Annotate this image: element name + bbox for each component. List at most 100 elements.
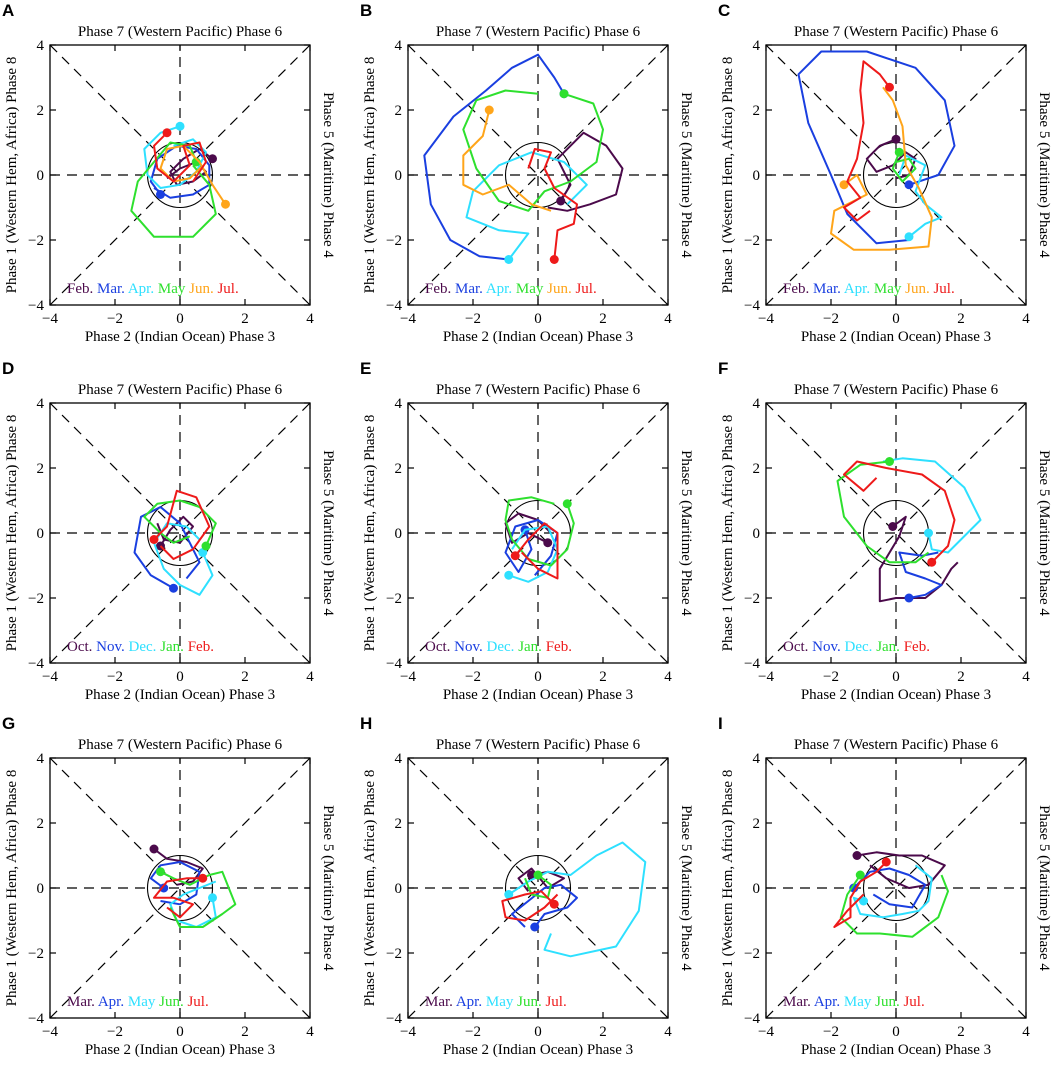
legend-entry-mar: Mar. — [783, 994, 811, 1010]
legend-entry-feb: Feb. — [900, 639, 930, 655]
x-tick-label: −4 — [42, 311, 58, 327]
legend-entry-feb: Feb. — [184, 639, 214, 655]
legend-entry-apr: Apr. — [95, 994, 124, 1010]
series-start-marker-feb — [891, 134, 901, 144]
series-start-marker-apr — [175, 121, 185, 131]
series-line-oct — [156, 515, 194, 547]
legend-entry-dec: Dec. — [841, 639, 873, 655]
x-tick-label: 2 — [599, 1024, 607, 1040]
y-tick-label: 0 — [37, 526, 45, 542]
legend-entry-oct: Oct. — [67, 639, 92, 655]
legend-entry-mar: Mar. — [425, 994, 453, 1010]
series-line-may — [462, 89, 604, 212]
y-tick-label: 4 — [395, 396, 403, 412]
bottom-phase-label: Phase 2 (Indian Ocean) Phase 3 — [443, 687, 633, 703]
y-tick-label: 2 — [37, 816, 45, 832]
series-start-marker-jul — [549, 899, 559, 909]
y-tick-label: 0 — [753, 526, 761, 542]
x-tick-label: 4 — [306, 1024, 314, 1040]
panel-label: C — [718, 1, 730, 20]
diagonal-line — [49, 44, 311, 306]
series-start-marker-may — [504, 890, 514, 899]
series-line-feb — [153, 489, 211, 560]
x-tick-label: 2 — [957, 669, 965, 685]
left-phase-label: Phase 1 (Western Hem, Africa) Phase 8 — [720, 770, 736, 1007]
legend-entry-jun: Jun. — [901, 281, 929, 297]
y-tick-label: −2 — [744, 233, 760, 249]
bottom-phase-label: Phase 2 (Indian Ocean) Phase 3 — [443, 329, 633, 345]
unit-circle — [146, 854, 214, 922]
y-tick-label: −4 — [28, 656, 44, 672]
legend: Oct. Nov. Dec. Jan. Feb. — [425, 639, 572, 655]
legend-entry-mar: Mar. — [809, 281, 841, 297]
bottom-phase-label: Phase 2 (Indian Ocean) Phase 3 — [801, 329, 991, 345]
series-line-mar — [797, 50, 956, 245]
series-line-jan — [143, 499, 217, 547]
y-tick-label: −4 — [386, 298, 402, 314]
y-tick-label: 2 — [753, 103, 761, 119]
left-phase-label: Phase 1 (Western Hem, Africa) Phase 8 — [362, 415, 378, 652]
diagonal-line — [765, 757, 1027, 1019]
x-tick-label: 0 — [176, 311, 184, 327]
left-phase-label: Phase 1 (Western Hem, Africa) Phase 8 — [4, 770, 20, 1007]
legend-entry-jan: Jan. — [156, 639, 184, 655]
series-line-jul — [833, 861, 888, 928]
series-start-marker-jun — [221, 199, 230, 209]
series-start-marker-may — [559, 89, 569, 99]
series-start-marker-apr — [504, 255, 514, 264]
series-start-marker-nov — [904, 593, 914, 603]
panel-f: F −4 −2 0 2 4 −4 −2 0 2 4 Phase 7 (Western Pacific)… — [718, 359, 1052, 703]
x-tick-label: 0 — [534, 311, 542, 327]
x-tick-label: −4 — [400, 1024, 416, 1040]
series-line-mar — [153, 848, 204, 886]
bottom-phase-label: Phase 2 (Indian Ocean) Phase 3 — [85, 1042, 275, 1058]
y-tick-label: −4 — [744, 298, 760, 314]
legend: Mar. Apr. May Jun. Jul. — [783, 994, 925, 1010]
legend-entry-nov: Nov. — [808, 639, 840, 655]
legend: Oct. Nov. Dec. Jan. Feb. — [67, 639, 214, 655]
y-tick-label: 2 — [395, 103, 403, 119]
series-start-marker-feb — [556, 196, 566, 206]
series-start-marker-apr — [159, 883, 169, 893]
x-tick-label: 2 — [957, 1024, 965, 1040]
left-phase-label: Phase 1 (Western Hem, Africa) Phase 8 — [362, 57, 378, 294]
bottom-phase-label: Phase 2 (Indian Ocean) Phase 3 — [443, 1042, 633, 1058]
series-start-marker-dec — [924, 528, 933, 538]
y-tick-label: −4 — [386, 656, 402, 672]
bottom-phase-label: Phase 2 (Indian Ocean) Phase 3 — [801, 687, 991, 703]
series-start-marker-apr — [530, 922, 540, 932]
x-tick-label: −4 — [42, 1024, 58, 1040]
diagonal-line — [49, 757, 311, 1019]
legend-entry-dec: Dec. — [483, 639, 515, 655]
y-tick-label: −2 — [744, 946, 760, 962]
series-line-jul — [153, 132, 207, 183]
x-tick-label: 4 — [1022, 669, 1030, 685]
y-tick-label: 2 — [37, 461, 45, 477]
y-tick-label: −2 — [28, 946, 44, 962]
x-tick-label: −2 — [107, 669, 123, 685]
right-phase-label: Phase 5 (Maritime) Phase 4 — [1036, 450, 1052, 616]
x-tick-label: −4 — [758, 1024, 774, 1040]
series-line-dec — [882, 457, 982, 554]
legend-entry-jun: Jun. — [185, 281, 213, 297]
y-tick-label: 2 — [753, 461, 761, 477]
panel-label: B — [360, 1, 372, 20]
y-tick-label: 0 — [753, 168, 761, 184]
series-start-marker-feb — [149, 535, 159, 544]
legend-entry-jun: Jun. — [543, 281, 571, 297]
right-phase-label: Phase 5 (Maritime) Phase 4 — [320, 92, 336, 258]
series-line-jul — [843, 60, 891, 222]
diagonal-line — [49, 402, 311, 664]
panel-label: D — [2, 359, 14, 378]
series-start-marker-feb — [510, 551, 520, 561]
right-phase-label: Phase 5 (Maritime) Phase 4 — [678, 805, 694, 971]
y-tick-label: 2 — [37, 103, 45, 119]
panel-label: F — [718, 359, 728, 378]
diagonal-line — [407, 757, 669, 1019]
diagonal-line — [765, 44, 1027, 306]
series-line-nov — [898, 551, 943, 599]
y-tick-label: 4 — [37, 38, 45, 54]
y-tick-label: −4 — [28, 1011, 44, 1027]
series-line-nov — [133, 506, 201, 590]
